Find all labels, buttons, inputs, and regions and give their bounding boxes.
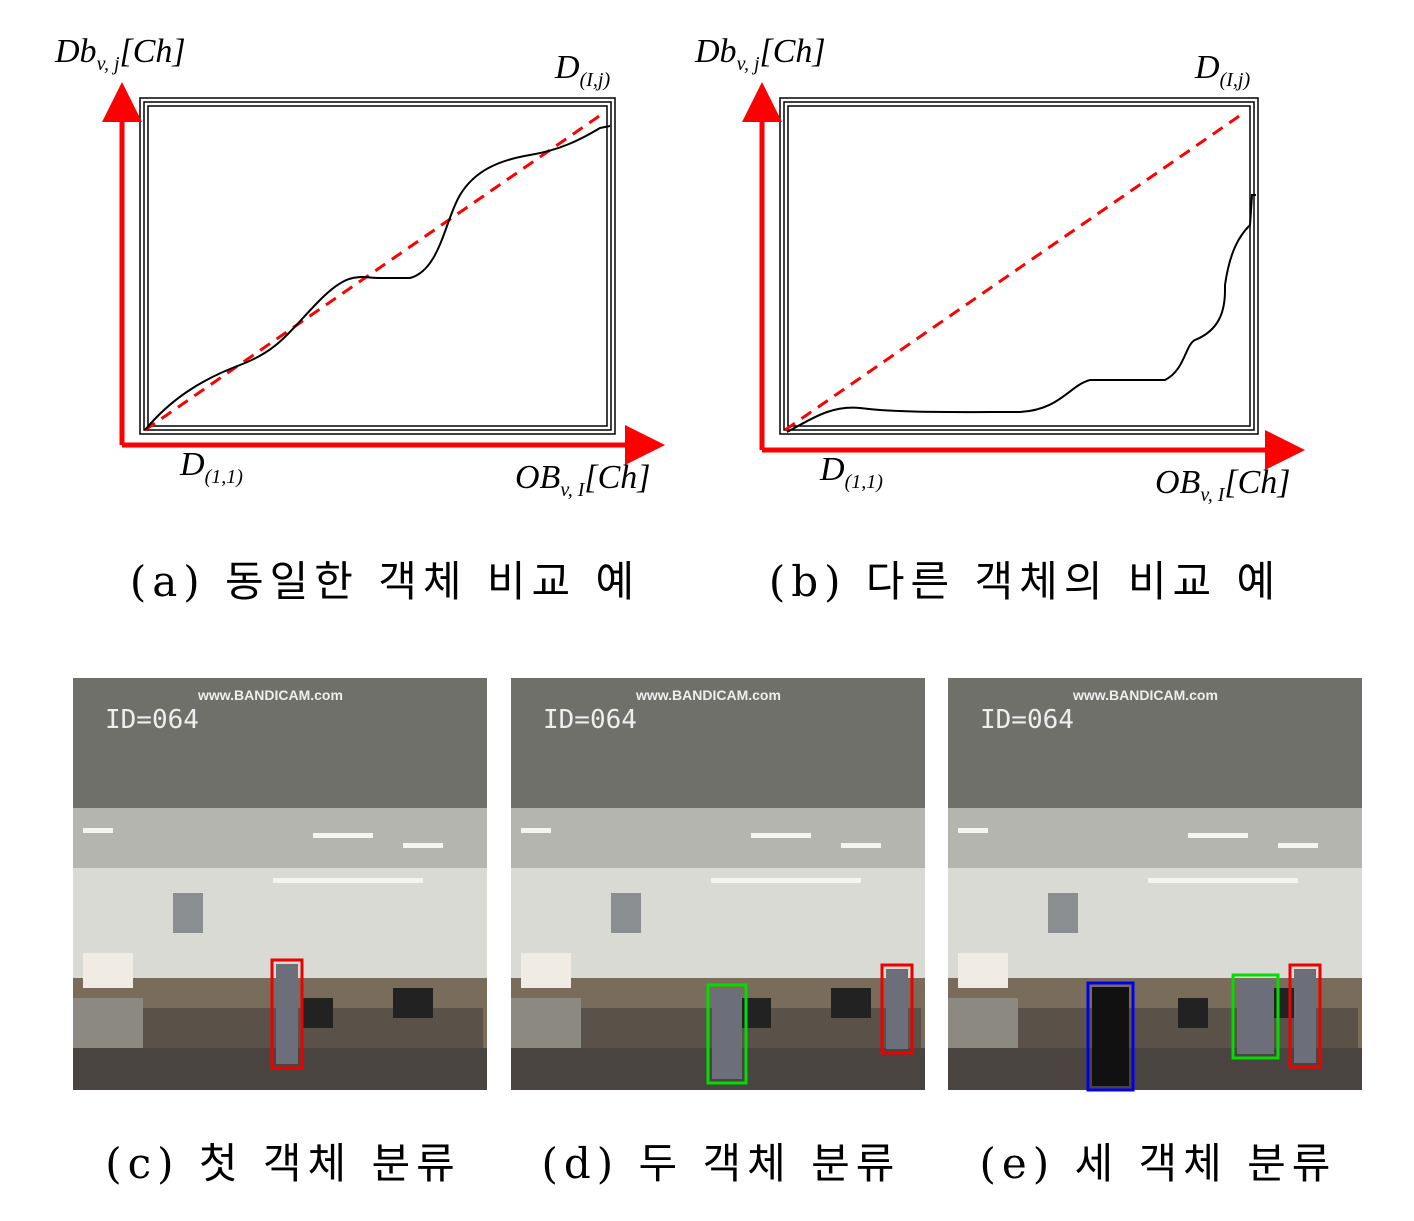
curve	[144, 125, 611, 431]
detection-box	[1086, 981, 1135, 1092]
light	[83, 828, 113, 833]
light	[958, 828, 988, 833]
upper-wall	[73, 808, 487, 868]
watermark: www.BANDICAM.com	[197, 687, 343, 703]
id-text: ID=064	[105, 705, 199, 735]
label-sub: (1,1)	[845, 471, 884, 493]
curve	[786, 194, 1256, 433]
axis-label: OBv, I[Ch]	[515, 459, 651, 501]
window	[173, 893, 203, 933]
label-sub: v, I	[560, 479, 585, 501]
axis-label: D(1,1)	[819, 451, 883, 493]
label-main: D	[819, 451, 845, 488]
caption: (e) 세 객체 분류	[980, 1139, 1337, 1188]
frame	[783, 101, 1255, 431]
wall	[73, 848, 487, 978]
axis-label: Dbv, j[Ch]	[694, 33, 826, 75]
axis-label: OBv, I[Ch]	[1155, 464, 1291, 506]
label-sub: (1,1)	[205, 466, 244, 488]
light	[403, 843, 443, 848]
box	[83, 953, 133, 988]
frame	[147, 105, 608, 427]
label-main: D	[554, 49, 580, 86]
axis-label: Dbv, j[Ch]	[54, 33, 186, 75]
detection-box	[706, 983, 748, 1085]
diagonal	[144, 110, 606, 432]
light	[1278, 843, 1318, 848]
detection-box	[270, 958, 304, 1070]
caption: (a) 동일한 객체 비교 예	[130, 557, 640, 606]
axis-label: D(1,1)	[179, 446, 243, 488]
clutter	[948, 1048, 1362, 1090]
photo: ID=064 www.BANDICAM.com	[511, 678, 925, 1090]
light	[521, 828, 551, 833]
upper-wall	[948, 808, 1362, 868]
wall	[511, 848, 925, 978]
axis-label: D(I,j)	[1194, 49, 1250, 91]
light	[711, 878, 861, 883]
light	[313, 833, 373, 838]
label-sub: v, j	[737, 53, 760, 75]
person	[1092, 987, 1129, 1086]
caption: (d) 두 객체 분류	[542, 1139, 901, 1188]
frame	[779, 97, 1259, 435]
id-text: ID=064	[543, 705, 637, 735]
label-sub: (I,j)	[580, 69, 611, 91]
label-main: OB	[1155, 464, 1201, 501]
caption: (b) 다른 객체의 비교 예	[769, 557, 1281, 606]
axis-label: D(I,j)	[554, 49, 610, 91]
label-tail: [Ch]	[120, 33, 186, 70]
monitor	[831, 988, 871, 1018]
person	[712, 989, 742, 1079]
wall	[948, 848, 1362, 978]
person	[1294, 969, 1316, 1063]
upper-wall	[511, 808, 925, 868]
light	[1188, 833, 1248, 838]
detection-box	[1288, 963, 1322, 1069]
monitor	[1178, 998, 1208, 1028]
frame	[139, 97, 616, 435]
frame	[143, 101, 612, 431]
detection-box	[880, 963, 914, 1055]
light	[1148, 878, 1298, 883]
person	[276, 964, 298, 1064]
label-tail: [Ch]	[584, 459, 650, 496]
label-main: D	[179, 446, 205, 483]
watermark: www.BANDICAM.com	[1072, 687, 1218, 703]
diagram: Dbv, j[Ch] D(I,j)D(1,1) OBv, I[Ch](b) 다른 객…	[694, 33, 1305, 606]
caption: (c) 첫 객체 분류	[105, 1139, 461, 1188]
person	[1237, 979, 1274, 1054]
box	[521, 953, 571, 988]
label-sub: v, I	[1200, 484, 1225, 506]
label-tail: [Ch]	[1224, 464, 1290, 501]
photo: ID=064 www.BANDICAM.com	[948, 678, 1362, 1092]
label-sub: v, j	[97, 53, 120, 75]
label-main: Db	[694, 33, 737, 70]
monitor	[303, 998, 333, 1028]
light	[751, 833, 811, 838]
diagram: Dbv, j[Ch] D(I,j)D(1,1) OBv, I[Ch](a) 동일한 …	[54, 33, 665, 606]
label-main: Db	[54, 33, 97, 70]
photo: ID=064 www.BANDICAM.com	[73, 678, 487, 1090]
window	[1048, 893, 1078, 933]
frame	[787, 105, 1251, 427]
label-tail: [Ch]	[760, 33, 826, 70]
watermark: www.BANDICAM.com	[635, 687, 781, 703]
id-text: ID=064	[980, 705, 1074, 735]
diagonal	[784, 110, 1246, 432]
detection-box	[1231, 973, 1280, 1060]
label-sub: (I,j)	[1220, 69, 1251, 91]
box	[958, 953, 1008, 988]
light	[273, 878, 423, 883]
window	[611, 893, 641, 933]
light	[841, 843, 881, 848]
label-main: D	[1194, 49, 1220, 86]
label-main: OB	[515, 459, 561, 496]
monitor	[393, 988, 433, 1018]
person	[886, 969, 908, 1049]
